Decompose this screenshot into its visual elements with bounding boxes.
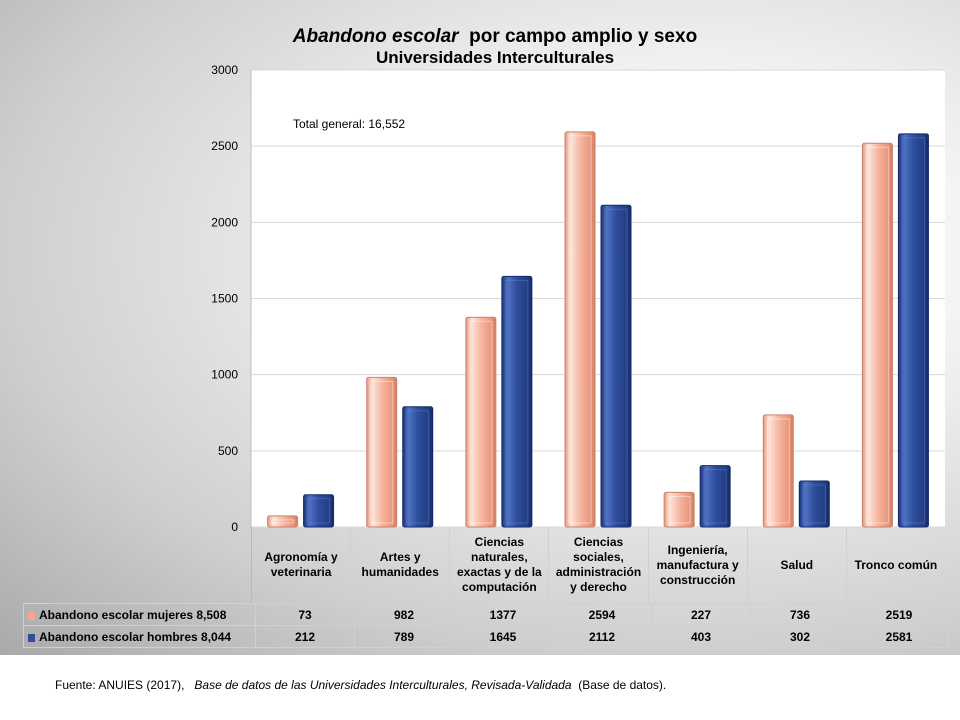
bar-mujeres — [267, 515, 299, 528]
legend-swatch — [28, 633, 35, 642]
data-label: 1645 — [453, 625, 553, 648]
bar-mujeres-bevel — [865, 146, 889, 524]
y-tick-label: 2000 — [211, 215, 238, 229]
bar-mujeres-bevel — [667, 495, 691, 524]
bar-mujeres — [663, 491, 695, 528]
data-label: 789 — [354, 625, 454, 648]
x-category-label: Ingeniería, manufactura y construcción — [647, 527, 747, 603]
legend-swatch — [28, 611, 35, 620]
x-category-label: Ciencias sociales, administración y dere… — [548, 527, 647, 603]
y-tick-label: 1500 — [211, 292, 238, 306]
legend-label: Abandono escolar mujeres 8,508 — [39, 607, 227, 622]
bar-mujeres-bevel — [469, 320, 493, 524]
source-prefix: Fuente: ANUIES (2017), — [55, 678, 185, 692]
bar-mujeres-bevel — [568, 135, 592, 524]
data-label: 982 — [354, 603, 454, 626]
data-label: 736 — [750, 603, 850, 626]
data-label: 212 — [255, 625, 355, 648]
bar-hombres — [501, 275, 533, 528]
data-table: Abandono escolar mujeres 8,508 73 982 1377 2… — [23, 603, 949, 648]
table-row: Abandono escolar hombres 8,044 212 789 1645… — [23, 625, 949, 648]
bar-chart: 0 500 1000 1500 2000 2500 3000 — [211, 63, 945, 534]
bar-mujeres-bevel — [271, 519, 295, 524]
x-category-label: Ciencias naturales, exactas y de la comp… — [449, 527, 548, 603]
data-label: 2594 — [552, 603, 652, 626]
bar-mujeres — [861, 142, 893, 528]
bar-mujeres — [366, 376, 398, 528]
x-category-label: Agronomía y veterinaria — [251, 527, 350, 603]
data-label: 2581 — [849, 625, 949, 648]
y-tick-label: 3000 — [211, 63, 238, 77]
bar-mujeres — [564, 131, 596, 528]
source-note: Fuente: ANUIES (2017), Base de datos de … — [55, 678, 666, 692]
bar-hombres — [897, 133, 929, 528]
bar-mujeres-bevel — [370, 380, 394, 524]
legend-entry: Abandono escolar hombres 8,044 — [23, 625, 256, 648]
y-tick-label: 1000 — [211, 368, 238, 382]
chart-title-italic: Abandono escolar — [292, 26, 459, 47]
bar-hombres-bevel — [703, 469, 727, 524]
data-label: 2112 — [552, 625, 652, 648]
chart-title-rest: por campo amplio y sexo — [469, 26, 698, 47]
chart-title: Abandono escolar por campo amplio y sexo — [0, 26, 960, 48]
legend-label: Abandono escolar hombres 8,044 — [39, 629, 232, 644]
chart-subtitle: Universidades Interculturales — [375, 48, 615, 67]
data-label: 302 — [750, 625, 850, 648]
bar-hombres — [303, 494, 335, 528]
total-annotation: Total general: 16,552 — [293, 117, 406, 131]
bar-hombres — [402, 406, 434, 528]
category-labels: Agronomía y veterinaria Artes y humanidad… — [251, 527, 945, 603]
bar-hombres-bevel — [604, 208, 628, 524]
source-title: Base de datos de las Universidades Inter… — [194, 678, 572, 692]
table-row: Abandono escolar mujeres 8,508 73 982 1377 2… — [23, 603, 949, 626]
bar-hombres-bevel — [505, 279, 529, 524]
y-tick-label: 0 — [231, 520, 238, 534]
x-category-label: Tronco común — [845, 527, 945, 603]
bar-hombres — [600, 204, 632, 528]
data-label: 227 — [651, 603, 751, 626]
data-label: 73 — [255, 603, 355, 626]
x-category-label: Artes y humanidades — [350, 527, 449, 603]
y-tick-label: 500 — [218, 444, 238, 458]
bar-hombres — [798, 480, 830, 528]
bar-hombres — [699, 465, 731, 528]
x-category-label: Salud — [746, 527, 846, 603]
bar-mujeres — [762, 414, 794, 528]
legend-entry: Abandono escolar mujeres 8,508 — [23, 603, 256, 626]
data-label: 403 — [651, 625, 751, 648]
bar-hombres-bevel — [802, 484, 826, 524]
bar-hombres-bevel — [307, 498, 331, 524]
bar-hombres-bevel — [406, 410, 430, 524]
data-label: 2519 — [849, 603, 949, 626]
data-label: 1377 — [453, 603, 553, 626]
bar-mujeres-bevel — [766, 418, 790, 524]
y-tick-label: 2500 — [211, 139, 238, 153]
source-suffix: (Base de datos). — [578, 678, 667, 692]
bar-hombres-bevel — [901, 137, 925, 524]
bar-mujeres — [465, 316, 497, 528]
